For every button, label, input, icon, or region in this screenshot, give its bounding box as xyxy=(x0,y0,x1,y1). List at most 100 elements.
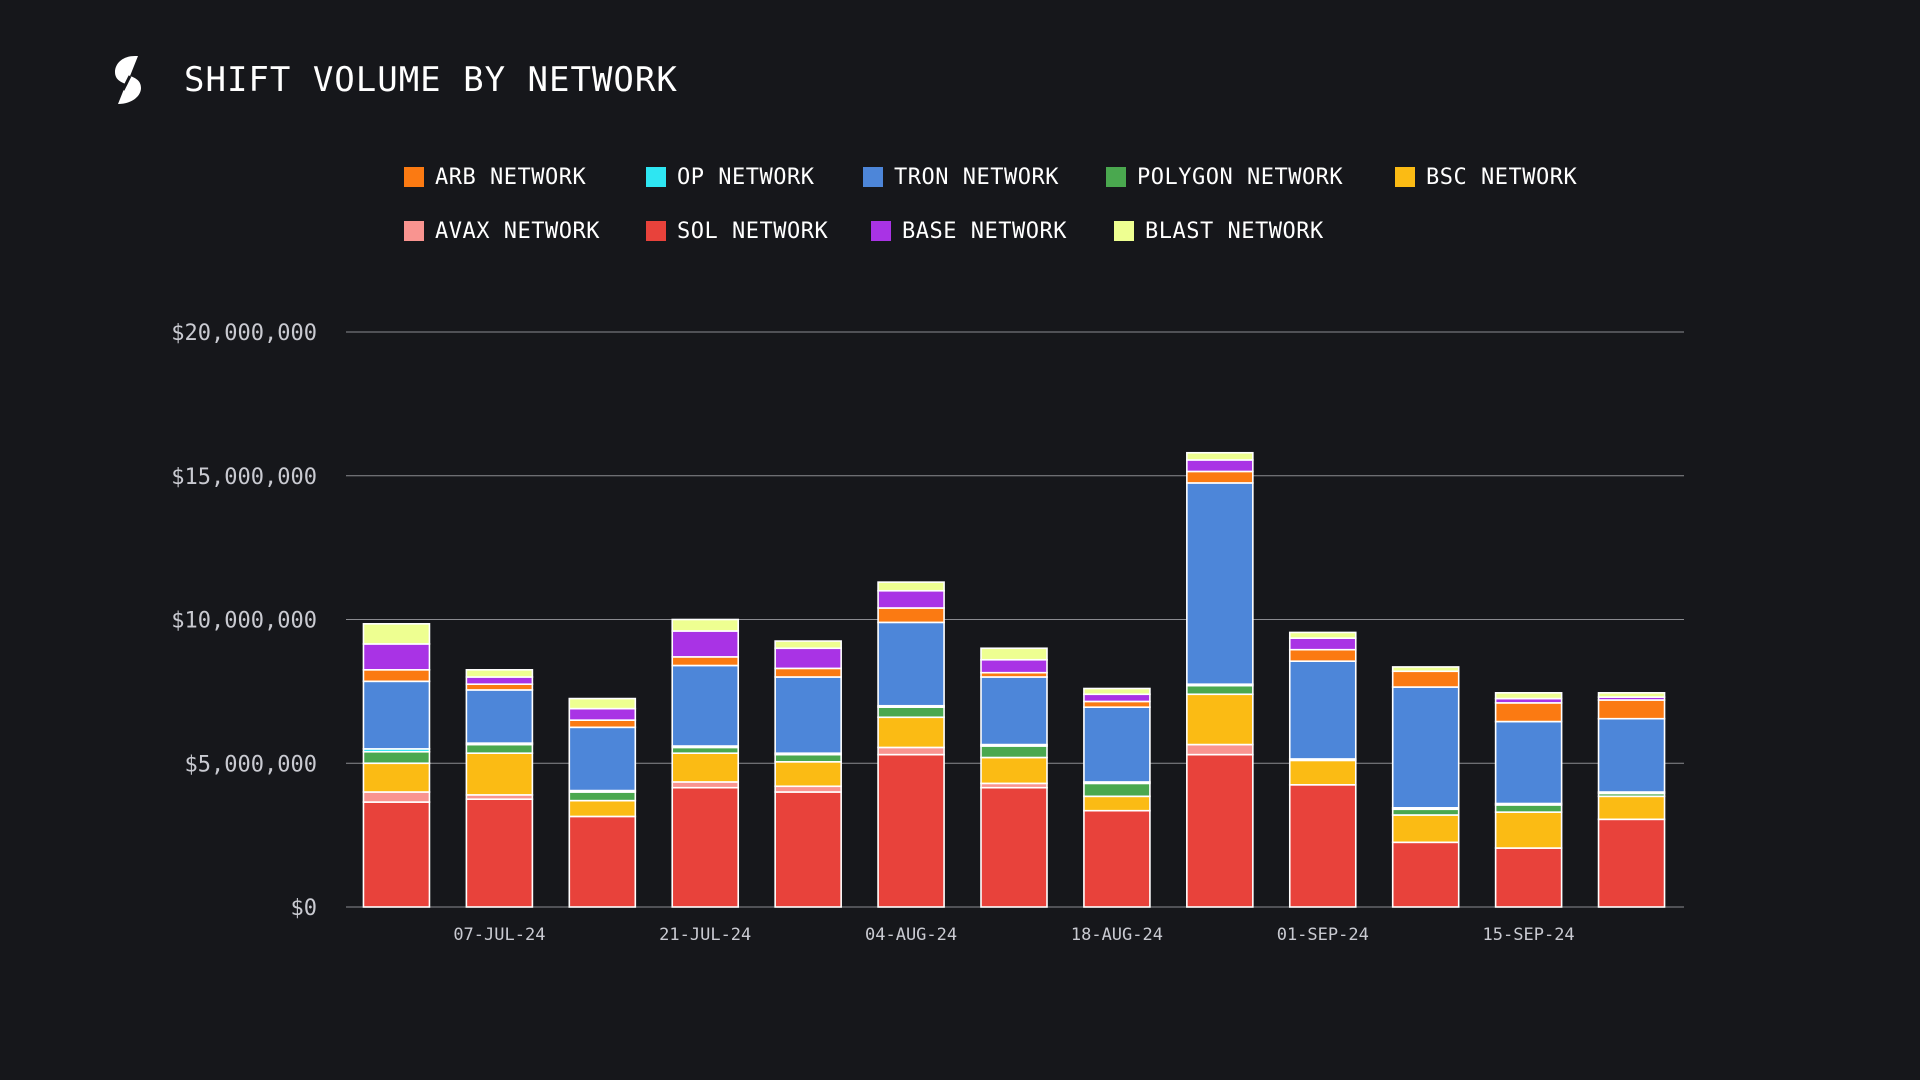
bar-segment[interactable] xyxy=(1288,660,1357,760)
bar-segment[interactable] xyxy=(1391,666,1460,673)
bar-segment[interactable] xyxy=(774,785,842,793)
bar-segment[interactable] xyxy=(362,680,431,750)
bar-segment[interactable] xyxy=(362,643,431,671)
bar-segment[interactable] xyxy=(362,762,431,793)
bar-segment[interactable] xyxy=(362,669,431,683)
bar-segment[interactable] xyxy=(1494,720,1563,805)
bar-segment[interactable] xyxy=(362,801,431,908)
legend-item-arb[interactable]: ARB NETWORK xyxy=(404,165,646,190)
bar-segment[interactable] xyxy=(1288,759,1357,786)
bar-segment[interactable] xyxy=(465,676,534,685)
bar-segment[interactable] xyxy=(980,745,1048,759)
bar-segment[interactable] xyxy=(1186,693,1254,746)
bar-segment[interactable] xyxy=(1083,693,1151,703)
bar-segment[interactable] xyxy=(774,676,842,754)
bar-segment[interactable] xyxy=(568,697,637,710)
legend-item-tron[interactable]: TRON NETWORK xyxy=(863,165,1106,190)
bar-segment[interactable] xyxy=(1494,811,1563,849)
bar-segment[interactable] xyxy=(671,781,740,789)
bar-segment[interactable] xyxy=(1597,699,1666,720)
bar-segment[interactable] xyxy=(1186,482,1254,685)
bar-segment[interactable] xyxy=(980,647,1048,661)
bar-segment[interactable] xyxy=(1186,459,1254,473)
bar-segment[interactable] xyxy=(980,756,1048,785)
bar-segment[interactable] xyxy=(877,746,945,756)
bar-segment[interactable] xyxy=(465,798,534,908)
legend-item-bsc[interactable]: BSC NETWORK xyxy=(1395,165,1577,190)
bar-segment[interactable] xyxy=(877,706,945,719)
bar-segment[interactable] xyxy=(1083,687,1151,696)
bar-segment[interactable] xyxy=(1288,648,1357,662)
bar-segment[interactable] xyxy=(1597,692,1666,698)
bar-segment[interactable] xyxy=(877,607,945,624)
bar-segment[interactable] xyxy=(671,664,740,747)
bar-segment[interactable] xyxy=(465,669,534,678)
bar-segment[interactable] xyxy=(1186,684,1254,696)
legend-item-sol[interactable]: SOL NETWORK xyxy=(646,219,871,244)
bar-segment[interactable] xyxy=(671,752,740,783)
bar-segment[interactable] xyxy=(362,750,431,765)
bar-segment[interactable] xyxy=(1391,814,1460,844)
bar-segment[interactable] xyxy=(1391,808,1460,816)
legend-item-base[interactable]: BASE NETWORK xyxy=(871,219,1114,244)
bar-segment[interactable] xyxy=(362,623,431,645)
bar-segment[interactable] xyxy=(877,581,945,592)
bar-segment[interactable] xyxy=(568,799,637,818)
bar-segment[interactable] xyxy=(1494,804,1563,813)
bar-segment[interactable] xyxy=(774,640,842,650)
bar-segment[interactable] xyxy=(1288,784,1357,908)
bar-segment[interactable] xyxy=(1597,717,1666,793)
y-tick-label: $15,000,000 xyxy=(171,465,317,490)
bar-segment[interactable] xyxy=(671,618,740,632)
bar-segment[interactable] xyxy=(980,786,1048,908)
bar-segment[interactable] xyxy=(1083,809,1151,908)
legend-item-op[interactable]: OP NETWORK xyxy=(646,165,863,190)
bar-segment[interactable] xyxy=(465,752,534,796)
bar-segment[interactable] xyxy=(877,621,945,707)
bar-segment[interactable] xyxy=(980,658,1048,674)
bar-segment[interactable] xyxy=(1083,795,1151,812)
bar-segment[interactable] xyxy=(877,753,945,908)
bar-segment[interactable] xyxy=(1494,847,1563,908)
bar-segment[interactable] xyxy=(1288,637,1357,651)
bar-segment[interactable] xyxy=(774,647,842,670)
bar-segment[interactable] xyxy=(1186,470,1254,484)
bar-segment[interactable] xyxy=(1186,743,1254,756)
bar-segment[interactable] xyxy=(1597,818,1666,908)
bar-segment[interactable] xyxy=(671,630,740,658)
bar-segment[interactable] xyxy=(1391,686,1460,809)
bar-segment[interactable] xyxy=(1597,795,1666,821)
bar-segment[interactable] xyxy=(568,791,637,802)
bar-segment[interactable] xyxy=(774,667,842,678)
bar-segment[interactable] xyxy=(568,707,637,721)
bar-segment[interactable] xyxy=(568,726,637,792)
bar-segment[interactable] xyxy=(980,676,1048,746)
legend-item-avax[interactable]: AVAX NETWORK xyxy=(404,219,646,244)
bar-segment[interactable] xyxy=(568,815,637,908)
bar-segment[interactable] xyxy=(877,716,945,749)
bar-segment[interactable] xyxy=(465,743,534,754)
bar-segment[interactable] xyxy=(774,753,842,763)
bar-segment[interactable] xyxy=(465,689,534,744)
bar-segment[interactable] xyxy=(465,683,534,691)
bar-segment[interactable] xyxy=(362,791,431,803)
bar-segment[interactable] xyxy=(1083,782,1151,798)
bar-segment[interactable] xyxy=(1494,692,1563,700)
bar-segment[interactable] xyxy=(671,786,740,908)
bar-segment[interactable] xyxy=(1391,841,1460,908)
bar-segment[interactable] xyxy=(774,791,842,908)
bar-segment[interactable] xyxy=(568,719,637,729)
bar-segment[interactable] xyxy=(1391,670,1460,688)
legend-item-polygon[interactable]: POLYGON NETWORK xyxy=(1106,165,1395,190)
bar-segment[interactable] xyxy=(1083,700,1151,708)
legend-item-blast[interactable]: BLAST NETWORK xyxy=(1114,219,1324,244)
bar-segment[interactable] xyxy=(877,589,945,609)
bar-segment[interactable] xyxy=(1494,702,1563,723)
bar-segment[interactable] xyxy=(671,746,740,754)
bar-segment[interactable] xyxy=(1186,753,1254,908)
bar-segment[interactable] xyxy=(1186,451,1254,461)
bar-segment[interactable] xyxy=(671,656,740,667)
bar-segment[interactable] xyxy=(774,761,842,788)
bar-segment[interactable] xyxy=(1083,706,1151,783)
bar-segment[interactable] xyxy=(1288,631,1357,639)
